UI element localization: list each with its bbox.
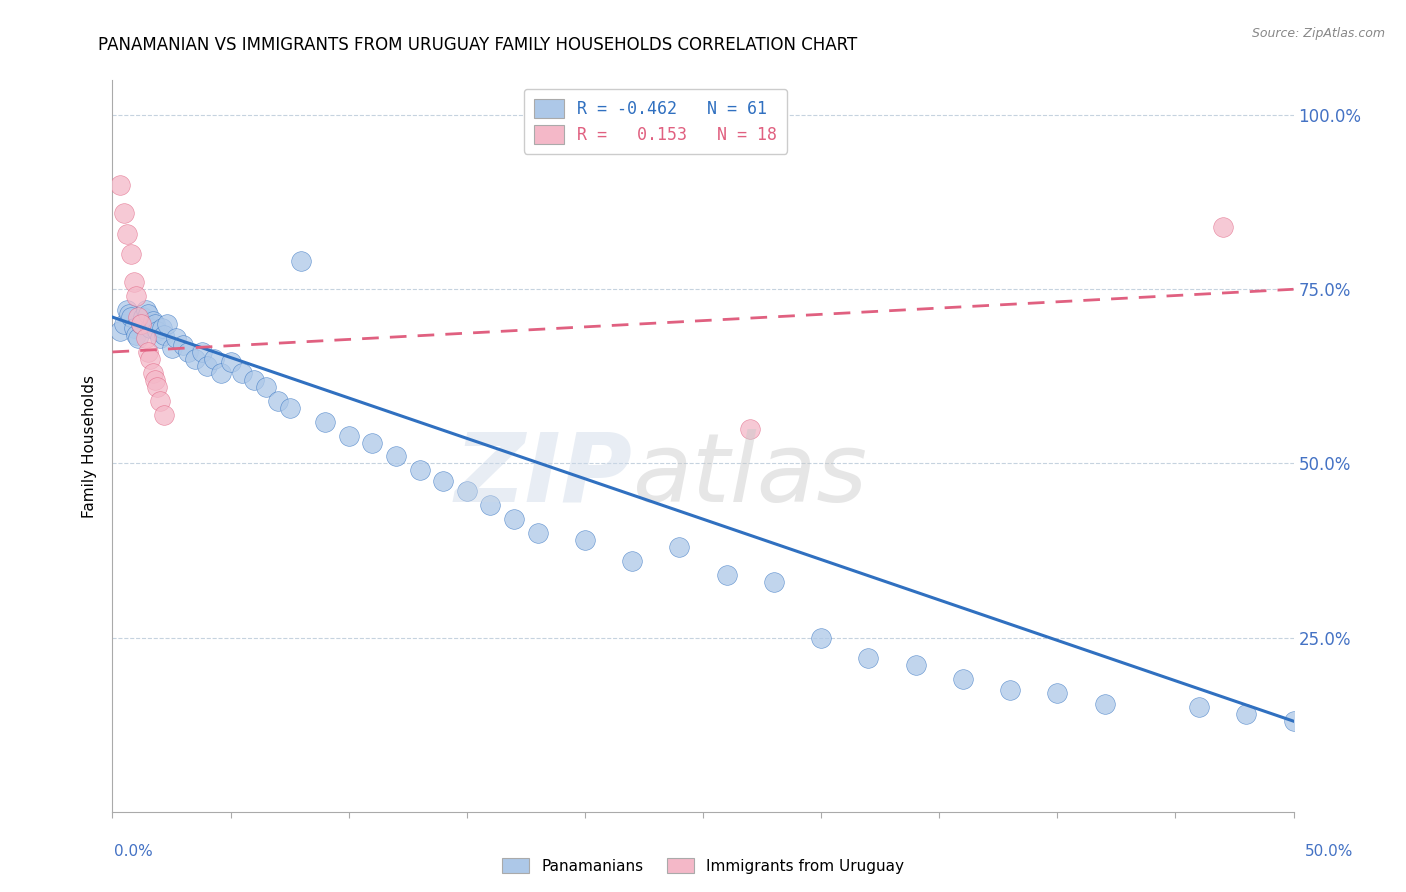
Point (122, 320, 145, 334)
Point (668, 540, 690, 554)
Point (195, 359, 218, 373)
Point (136, 345, 159, 359)
Point (231, 366, 253, 380)
Point (120, 310, 142, 325)
Point (125, 289, 148, 303)
Point (129, 317, 152, 331)
Point (503, 512, 526, 526)
Point (108, 324, 131, 338)
Point (108, 178, 131, 192)
Point (191, 345, 214, 359)
Point (361, 435, 384, 450)
Point (998, 682, 1021, 697)
Point (120, 247, 142, 261)
Point (139, 320, 162, 334)
Point (146, 380, 169, 394)
Text: PANAMANIAN VS IMMIGRANTS FROM URUGUAY FAMILY HOUSEHOLDS CORRELATION CHART: PANAMANIAN VS IMMIGRANTS FROM URUGUAY FA… (98, 36, 858, 54)
Point (740, 421, 762, 435)
Point (127, 310, 149, 325)
Point (574, 533, 596, 547)
Y-axis label: Family Households: Family Households (82, 375, 97, 517)
Point (156, 317, 179, 331)
Point (1094, 697, 1116, 711)
Point (278, 401, 301, 415)
Point (142, 366, 165, 380)
Point (858, 651, 880, 665)
Point (115, 303, 138, 318)
Point (149, 331, 172, 345)
Point (115, 227, 138, 241)
Point (132, 310, 155, 325)
Point (810, 631, 832, 645)
Text: Source: ZipAtlas.com: Source: ZipAtlas.com (1251, 27, 1385, 40)
Point (1234, 707, 1257, 722)
Point (254, 380, 277, 394)
Point (127, 331, 149, 345)
Point (408, 463, 430, 477)
Point (337, 428, 360, 442)
Point (184, 351, 207, 366)
Point (135, 303, 157, 318)
Point (1212, 219, 1234, 234)
Text: 0.0%: 0.0% (114, 845, 153, 859)
Point (112, 317, 135, 331)
Point (172, 338, 194, 352)
Point (716, 567, 738, 582)
Point (118, 307, 141, 321)
Point (385, 450, 408, 464)
Point (143, 317, 166, 331)
Point (142, 313, 165, 327)
Point (135, 331, 157, 345)
Point (139, 351, 162, 366)
Point (219, 355, 242, 369)
Point (112, 205, 135, 219)
Point (479, 498, 502, 512)
Point (267, 393, 290, 408)
Point (150, 320, 173, 334)
Point (952, 673, 974, 687)
Point (456, 484, 478, 499)
Point (149, 393, 172, 408)
Point (143, 373, 166, 387)
Point (125, 327, 148, 342)
Point (762, 574, 785, 589)
Point (904, 658, 927, 673)
Legend: R = -0.462   N = 61, R =   0.153   N = 18: R = -0.462 N = 61, R = 0.153 N = 18 (524, 88, 787, 153)
Point (136, 307, 159, 321)
Point (177, 345, 200, 359)
Text: atlas: atlas (633, 429, 868, 522)
Point (129, 317, 152, 331)
Point (202, 351, 225, 366)
Point (526, 526, 548, 541)
Legend: Panamanians, Immigrants from Uruguay: Panamanians, Immigrants from Uruguay (496, 852, 910, 880)
Text: ZIP: ZIP (454, 429, 633, 522)
Text: 50.0%: 50.0% (1305, 845, 1353, 859)
Point (1046, 686, 1069, 700)
Point (314, 415, 336, 429)
Point (160, 342, 183, 356)
Point (146, 324, 169, 338)
Point (621, 554, 644, 568)
Point (1188, 700, 1211, 714)
Point (243, 373, 266, 387)
Point (153, 408, 176, 422)
Point (432, 474, 454, 488)
Point (165, 331, 187, 345)
Point (122, 275, 145, 289)
Point (153, 327, 176, 342)
Point (1282, 714, 1305, 728)
Point (290, 254, 312, 268)
Point (209, 366, 232, 380)
